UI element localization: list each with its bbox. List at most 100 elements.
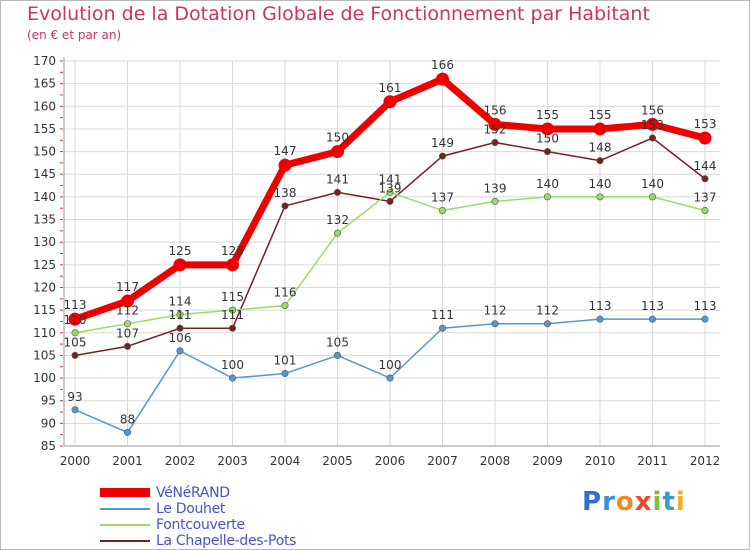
data-label-la-chapelle-des-pots: 139 [379,181,402,195]
data-point-la-chapelle-des-pots [176,324,184,332]
logo-letter: x [634,487,653,517]
data-point-fontcouverte [71,329,79,337]
data-label-fontcouverte: 137 [431,190,454,204]
legend-item-venerand[interactable]: VéNéRAND [100,485,400,501]
y-tick-label: 105 [33,348,56,362]
data-label-la-chapelle-des-pots: 148 [589,141,612,155]
y-tick-label: 140 [33,190,56,204]
data-point-le-douhet [438,324,446,332]
y-tick-label: 90 [41,416,56,430]
y-tick-label: 120 [33,280,56,294]
legend-label-fontcouverte: Fontcouverte [156,517,245,533]
data-point-le-douhet [701,315,709,323]
data-point-fontcouverte [701,206,709,214]
data-point-venerand [383,95,397,109]
legend: VéNéRAND Le Douhet Fontcouverte La Chape… [100,485,400,549]
data-label-la-chapelle-des-pots: 150 [536,132,559,146]
data-point-le-douhet [71,406,79,414]
y-tick-label: 100 [33,371,56,385]
data-label-le-douhet: 113 [694,299,717,313]
logo-letter: o [615,487,635,517]
data-label-le-douhet: 113 [589,299,612,313]
data-label-le-douhet: 93 [67,390,82,404]
data-label-le-douhet: 112 [536,304,559,318]
data-point-le-douhet [648,315,656,323]
chart-title: Evolution de la Dotation Globale de Fonc… [27,3,650,25]
data-label-le-douhet: 101 [274,354,297,368]
line-chart: 85 90 95 100 105 110 115 120 125 130 135 140 145 150 1… [33,54,720,468]
data-label-la-chapelle-des-pots: 111 [221,308,244,322]
y-axis-ticks: 85 90 95 100 105 110 115 120 125 130 135 140 145 150 1… [33,54,56,453]
data-label-le-douhet: 100 [221,358,244,372]
y-tick-label: 150 [33,145,56,159]
data-point-le-douhet [124,428,132,436]
data-label-fontcouverte: 137 [694,190,717,204]
proxiti-logo: Proxiti [582,487,686,517]
x-tick-label: 2005 [322,454,353,468]
x-tick-label: 2009 [532,454,563,468]
data-label-fontcouverte: 141 [379,172,402,186]
legend-item-fontcouverte[interactable]: Fontcouverte [100,517,400,533]
data-point-la-chapelle-des-pots [71,351,79,359]
data-point-le-douhet [543,320,551,328]
data-point-le-douhet [176,347,184,355]
data-point-la-chapelle-des-pots [124,342,132,350]
data-point-venerand [541,122,554,136]
data-point-venerand [121,294,134,308]
data-label-fontcouverte: 132 [326,213,349,227]
legend-item-le-douhet[interactable]: Le Douhet [100,501,400,517]
data-label-le-douhet: 105 [326,335,349,349]
x-tick-label: 2008 [480,454,511,468]
data-point-venerand [226,258,239,272]
data-point-le-douhet [281,370,289,378]
data-label-la-chapelle-des-pots: 144 [694,159,717,173]
data-point-fontcouverte [333,229,341,237]
data-point-fontcouverte [438,206,446,214]
data-label-le-douhet: 111 [431,308,454,322]
data-point-la-chapelle-des-pots [438,152,446,160]
series-group [68,72,712,436]
data-point-le-douhet [386,374,394,382]
data-label-fontcouverte: 140 [589,177,612,191]
logo-letter: i [652,487,663,517]
y-tick-label: 125 [33,258,56,272]
data-label-venerand: 113 [64,298,87,312]
data-label-la-chapelle-des-pots: 105 [64,335,87,349]
data-point-venerand [593,122,607,136]
data-label-venerand: 147 [274,144,297,158]
data-point-venerand [68,312,82,326]
y-tick-label: 85 [41,439,56,453]
data-label-le-douhet: 113 [641,299,664,313]
data-point-fontcouverte [176,311,184,319]
data-point-la-chapelle-des-pots [386,197,394,205]
x-tick-label: 2002 [165,454,196,468]
data-label-venerand: 125 [169,244,192,258]
axes [60,57,720,447]
data-point-la-chapelle-des-pots [596,157,604,165]
legend-item-la-chapelle-des-pots[interactable]: La Chapelle-des-Pots [100,533,400,549]
data-label-venerand: 150 [326,131,349,145]
legend-label-la-chapelle-des-pots: La Chapelle-des-Pots [156,533,297,549]
data-label-fontcouverte: 140 [536,177,559,191]
y-tick-label: 95 [41,394,56,408]
data-label-fontcouverte: 112 [116,304,139,318]
y-tick-label: 115 [33,303,56,317]
data-label-venerand: 117 [116,280,139,294]
data-label-le-douhet: 106 [169,331,192,345]
data-point-fontcouverte [124,320,132,328]
data-label-la-chapelle-des-pots: 111 [169,308,192,322]
data-point-venerand [278,158,292,172]
grid-lines [64,60,720,446]
x-tick-label: 2010 [585,454,616,468]
data-point-fontcouverte [229,306,237,314]
legend-label-le-douhet: Le Douhet [156,501,226,517]
x-tick-label: 2006 [375,454,406,468]
data-label-fontcouverte: 114 [169,295,192,309]
data-point-fontcouverte [596,193,604,201]
y-tick-label: 170 [33,54,56,68]
legend-label-venerand: VéNéRAND [156,485,230,501]
data-point-la-chapelle-des-pots [491,139,499,147]
data-label-la-chapelle-des-pots: 138 [274,186,297,200]
logo-letter: i [675,487,686,517]
data-label-la-chapelle-des-pots: 107 [116,326,139,340]
